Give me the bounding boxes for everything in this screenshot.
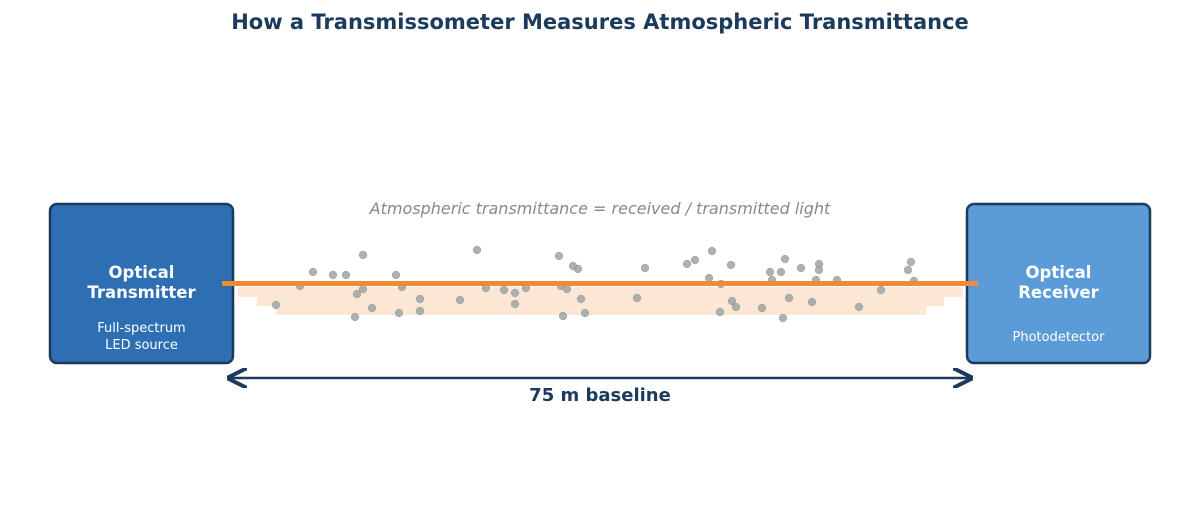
transmitter-title-line-1: Optical <box>109 263 175 282</box>
aerosol-particle <box>784 293 794 303</box>
aerosol-particle <box>350 312 360 322</box>
aerosol-particle <box>780 254 790 264</box>
optical-transmitter: Optical Transmitter Full-spectrum LED so… <box>48 202 235 365</box>
aerosol-particle <box>807 297 817 307</box>
aerosol-particle <box>394 308 404 318</box>
beam-glow-band <box>238 287 963 297</box>
aerosol-particle <box>367 303 377 313</box>
aerosol-particle <box>554 251 564 261</box>
aerosol-particle <box>854 302 864 312</box>
aerosol-particle <box>576 294 586 304</box>
aerosol-particle <box>558 311 568 321</box>
transmitter-subtitle-line-2: LED source <box>105 338 178 353</box>
aerosol-particle <box>726 260 736 270</box>
aerosol-particle <box>640 263 650 273</box>
aerosol-particle <box>271 300 281 310</box>
aerosol-particle <box>903 265 913 275</box>
aerosol-particle <box>778 313 788 323</box>
aerosol-particle <box>328 270 338 280</box>
aerosol-particle <box>415 294 425 304</box>
receiver-title-line-1: Optical <box>1026 263 1092 282</box>
aerosol-particle <box>765 267 775 277</box>
aerosol-particle <box>415 306 425 316</box>
beam-glow-band <box>276 306 926 315</box>
aerosol-particle <box>727 296 737 306</box>
aerosol-particle <box>690 255 700 265</box>
aerosol-particle <box>707 246 717 256</box>
aerosol-particle <box>580 308 590 318</box>
aerosol-particle <box>682 259 692 269</box>
aerosol-particle <box>704 273 714 283</box>
optical-receiver: Optical Receiver Photodetector <box>965 202 1152 365</box>
aerosol-particle <box>632 293 642 303</box>
aerosol-particle <box>876 285 886 295</box>
aerosol-particle <box>906 257 916 267</box>
aerosol-particle <box>796 263 806 273</box>
aerosol-particle <box>352 289 362 299</box>
aerosol-particle <box>472 245 482 255</box>
aerosol-particle <box>455 295 465 305</box>
beam-glow <box>238 287 963 315</box>
aerosol-particle <box>391 270 401 280</box>
aerosol-particle <box>757 303 767 313</box>
receiver-subtitle: Photodetector <box>1013 330 1106 345</box>
aerosol-particle <box>573 264 583 274</box>
transmittance-caption: Atmospheric transmittance = received / t… <box>369 199 831 218</box>
transmitter-subtitle-line-1: Full-spectrum <box>97 321 185 336</box>
beam-glow-band <box>257 297 944 306</box>
aerosol-particle <box>358 284 368 294</box>
diagram-title: How a Transmissometer Measures Atmospher… <box>231 10 969 34</box>
aerosol-particle <box>510 299 520 309</box>
aerosol-particle <box>499 285 509 295</box>
aerosol-particle <box>510 288 520 298</box>
aerosol-particle <box>715 307 725 317</box>
aerosol-particle <box>341 270 351 280</box>
aerosol-particle <box>358 250 368 260</box>
transmitter-title-line-2: Transmitter <box>87 283 196 302</box>
aerosol-particle <box>776 267 786 277</box>
aerosol-particle <box>308 267 318 277</box>
receiver-title-line-2: Receiver <box>1018 283 1099 302</box>
baseline-label: 75 m baseline <box>529 385 671 406</box>
aerosol-particle <box>562 284 572 294</box>
aerosol-particle <box>814 265 824 275</box>
aerosol-particle <box>731 302 741 312</box>
